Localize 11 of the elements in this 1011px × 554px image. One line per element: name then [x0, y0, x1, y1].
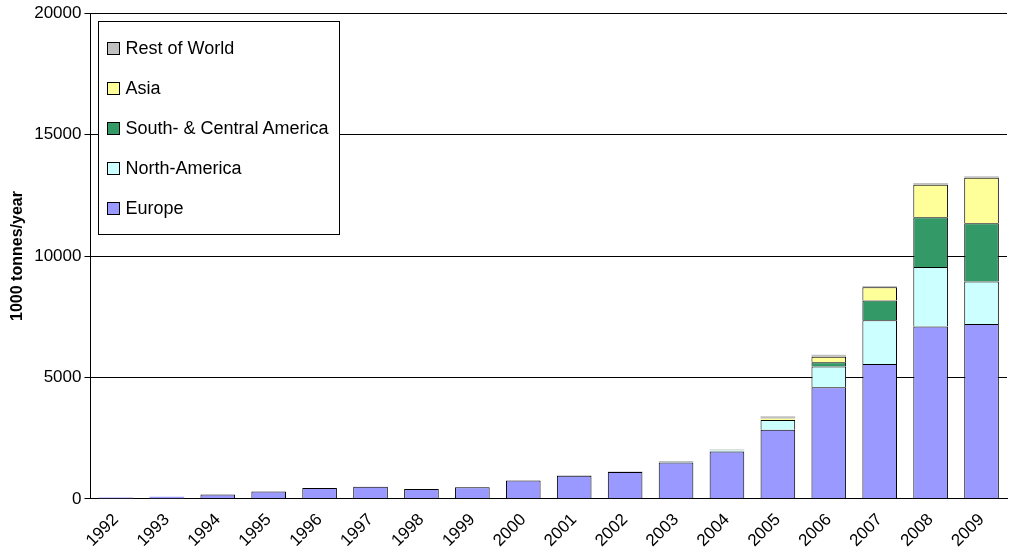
y-tick-label: 0	[72, 488, 82, 508]
legend-label: Europe	[125, 197, 184, 219]
y-tick-label: 15000	[34, 124, 82, 144]
legend-label: North-America	[125, 157, 242, 179]
legend-label: Rest of World	[125, 37, 235, 59]
legend-label: South- & Central America	[125, 117, 329, 139]
legend-label: Asia	[125, 77, 161, 99]
y-tick-label: 5000	[43, 367, 82, 387]
y-axis-title: 1000 tonnes/year	[8, 191, 26, 321]
y-tick-label: 20000	[34, 2, 82, 22]
y-tick-label: 10000	[34, 245, 82, 265]
